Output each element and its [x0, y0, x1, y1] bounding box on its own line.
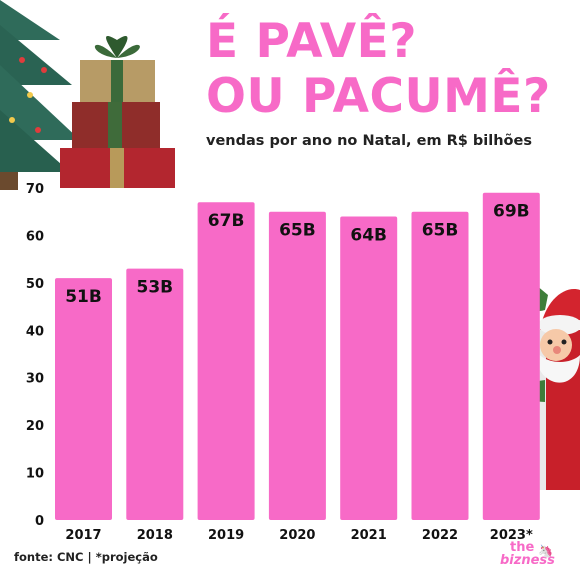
gift-stack-icon [60, 36, 175, 188]
x-tick-label: 2017 [65, 528, 101, 543]
data-label: 67B [208, 211, 245, 231]
bar-2018 [126, 268, 184, 520]
brand-name: bizness [500, 553, 555, 568]
x-tick-label: 2022 [422, 528, 458, 543]
y-tick-label: 10 [26, 467, 44, 482]
data-label: 64B [350, 225, 387, 245]
y-tick-label: 40 [26, 324, 44, 339]
y-tick-label: 50 [26, 277, 44, 292]
y-tick-label: 20 [26, 419, 44, 434]
bars [55, 192, 540, 520]
data-label: 65B [422, 221, 459, 241]
x-axis: 2017 2018 2019 2020 2021 2022 2023* [65, 528, 533, 543]
page-title: É PAVÊ? OU PACUMÊ? [206, 14, 551, 124]
bar-2022 [411, 211, 469, 520]
title-line-2: OU PACUMÊ? [206, 69, 551, 124]
unicorn-icon: 🦄 [538, 544, 553, 558]
y-axis: 0 10 20 30 40 50 60 70 [26, 182, 44, 529]
brand-logo: the bizness 🦄 [500, 540, 570, 574]
source-note: fonte: CNC | *projeção [14, 550, 158, 564]
bar-2017 [55, 278, 112, 520]
bar-2020 [268, 211, 326, 520]
x-tick-label: 2021 [351, 528, 387, 543]
data-labels: 51B 53B 67B 65B 64B 65B 69B [65, 202, 529, 307]
x-tick-label: 2020 [279, 528, 315, 543]
y-tick-label: 70 [26, 182, 44, 197]
x-tick-label: 2019 [208, 528, 244, 543]
data-label: 51B [65, 287, 102, 307]
data-label: 69B [493, 202, 530, 222]
bar-2019 [197, 202, 255, 520]
y-tick-label: 0 [35, 514, 44, 529]
chart-subtitle: vendas por ano no Natal, em R$ bilhões [206, 133, 532, 149]
x-tick-label: 2018 [137, 528, 173, 543]
title-line-1: É PAVÊ? [206, 14, 418, 69]
data-label: 65B [279, 221, 316, 241]
bar-2023 [482, 192, 540, 520]
bar-2021 [340, 216, 398, 520]
christmas-tree-icon [0, 0, 80, 190]
x-tick-label: 2023* [490, 528, 533, 543]
data-label: 53B [136, 278, 173, 298]
y-tick-label: 30 [26, 372, 44, 387]
y-tick-label: 60 [26, 229, 44, 244]
brand-the: the [510, 540, 535, 555]
